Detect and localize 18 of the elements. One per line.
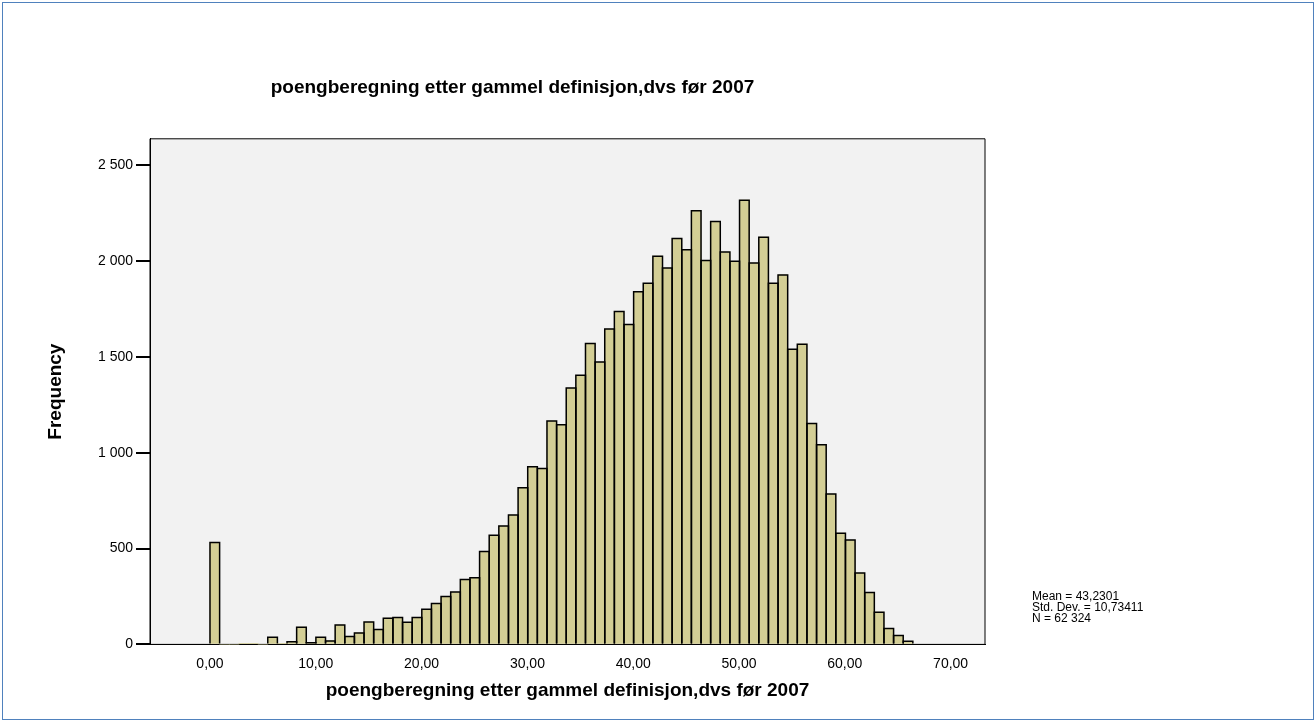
x-axis-title: poengberegning etter gammel definisjon,dvs før 2007	[325, 678, 810, 700]
text: N = 62 324	[1032, 611, 1092, 626]
y-tick-label: 2 000	[97, 251, 134, 268]
x-tick-label: 60,00	[827, 654, 863, 671]
x-tick-label: 70,00	[933, 654, 969, 671]
x-tick-label: 10,00	[298, 654, 334, 671]
y-tick-label: 1 500	[97, 347, 134, 364]
x-tick-label: 40,00	[615, 654, 651, 671]
x-tick-label: 50,00	[721, 654, 757, 671]
y-tick-label: 500	[109, 539, 134, 556]
y-tick-label: 0	[125, 635, 134, 652]
chart-title: poengberegning etter gammel definisjon,dvs før 2007	[270, 75, 755, 97]
x-tick-label: 20,00	[404, 654, 440, 671]
x-tick-label: 0,00	[196, 654, 224, 671]
y-tick-label: 1 000	[97, 443, 134, 460]
y-tick-label: 2 500	[97, 155, 134, 172]
y-axis-title: Frequency	[43, 343, 65, 440]
x-tick-label: 30,00	[509, 654, 546, 671]
